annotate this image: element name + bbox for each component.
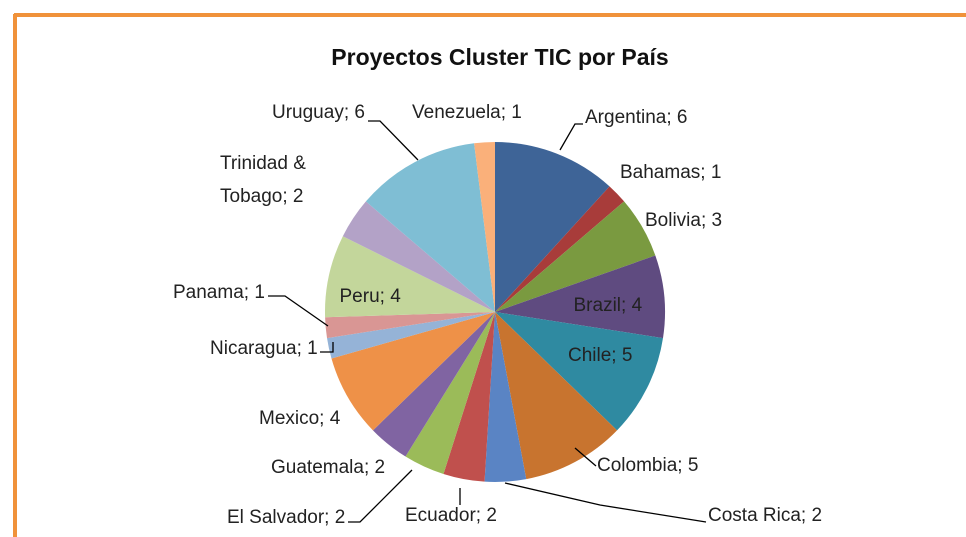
pie-slice — [365, 143, 495, 312]
pie-slice — [325, 312, 495, 339]
data-label: Ecuador; 2 — [405, 504, 497, 526]
data-label: Bolivia; 3 — [645, 209, 723, 231]
leader-line — [320, 342, 334, 353]
pie-slice — [495, 186, 625, 312]
data-label: Panama; 1 — [173, 281, 265, 303]
data-label: Uruguay; 6 — [272, 101, 365, 123]
pie-slice — [484, 312, 527, 482]
data-label: Argentina; 6 — [585, 106, 688, 128]
pie-slice — [405, 312, 495, 475]
pie-slice — [495, 255, 666, 339]
pie-slice — [342, 201, 495, 312]
pie-slice — [372, 312, 495, 457]
data-label: Venezuela; 1 — [412, 101, 522, 123]
data-label: Mexico; 4 — [259, 407, 341, 429]
data-label: Brazil; 4 — [573, 294, 643, 316]
pie-slice — [331, 312, 495, 431]
pie-slice — [474, 142, 495, 312]
data-label: Costa Rica; 2 — [708, 504, 823, 526]
data-label: El Salvador; 2 — [227, 506, 346, 528]
pie-slice — [327, 312, 495, 359]
data-label: Guatemala; 2 — [271, 456, 386, 478]
pie-slice — [495, 312, 663, 431]
leader-line — [368, 120, 419, 161]
data-label: Peru; 4 — [339, 285, 401, 307]
leader-line — [268, 295, 329, 327]
data-label: Trinidad & Tobago; 2 — [220, 153, 306, 207]
pie-slice — [495, 201, 656, 312]
data-label: Bahamas; 1 — [620, 161, 722, 183]
chart-title: Proyectos Cluster TIC por País — [331, 44, 669, 70]
data-label: Nicaragua; 1 — [210, 337, 318, 359]
data-label: Colombia; 5 — [597, 454, 699, 476]
leader-line — [574, 447, 597, 467]
leader-line — [348, 469, 413, 523]
pie-slice — [495, 312, 618, 480]
pie-slice — [495, 142, 610, 312]
data-label: Chile; 5 — [568, 344, 633, 366]
leader-line — [559, 123, 583, 151]
pie-slice — [443, 312, 495, 482]
pie-slice — [325, 236, 495, 318]
leader-line — [504, 482, 707, 523]
